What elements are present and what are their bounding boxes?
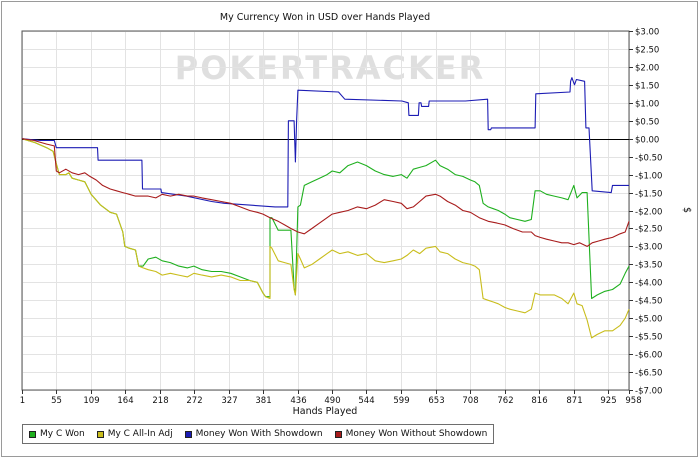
series-lines [21,77,630,339]
y-tick-label: -$4.00 [635,279,662,289]
x-tick-label: 1 [20,396,25,406]
x-tick-label: 871 [566,396,582,406]
x-axis-label: Hands Played [293,406,358,417]
y-tick-label: $2.50 [635,46,659,56]
plot-area [21,30,630,391]
series-line-3 [21,138,630,247]
y-tick-label: $0.50 [635,118,659,128]
y-tick-label: -$2.50 [635,225,662,235]
x-tick-label: 490 [324,396,340,406]
x-tick-label: 327 [221,396,237,406]
x-tick-label: 653 [428,396,444,406]
legend-item-0: My C Won [29,429,85,439]
series-line-2 [21,77,629,208]
x-tick-label: 599 [393,396,409,406]
y-tick-label: -$5.00 [635,315,662,325]
y-tick-label: -$6.00 [635,351,662,361]
y-axis-ticks: $3.00 $2.50 $2.00 $1.50 $1.00 $0.50 $0.00 -$0.5… [629,28,662,397]
y-tick-label: -$3.00 [635,243,662,253]
chart-title: My Currency Won in USD over Hands Played [220,12,430,23]
y-tick-label: $1.50 [635,82,659,92]
legend: My C Won My C All-In Adj Money Won With Sh… [22,424,495,444]
x-tick-label: 958 [625,396,641,406]
legend-item-3: Money Won Without Showdown [334,429,488,439]
x-tick-label: 272 [186,396,202,406]
y-tick-label: $2.00 [635,64,659,74]
x-tick-label: 816 [531,396,547,406]
legend-swatch [29,430,36,438]
legend-item-2: Money Won With Showdown [184,429,323,439]
y-tick-label: -$3.50 [635,261,662,271]
legend-label: Money Won Without Showdown [345,429,488,439]
legend-swatch [96,430,104,438]
legend-item-1: My C All-In Adj [96,429,173,439]
y-tick-label: -$7.00 [635,387,662,397]
y-tick-label: -$1.00 [635,172,662,182]
y-tick-label: -$0.50 [635,154,662,164]
legend-swatch [334,430,342,438]
y-tick-label: $0.00 [635,136,659,146]
x-tick-label: 925 [600,396,616,406]
series-line-1 [21,138,630,339]
x-tick-label: 164 [117,396,133,406]
x-tick-label: 544 [358,396,374,406]
x-tick-label: 55 [51,396,62,406]
legend-swatch [184,430,192,438]
x-tick-label: 218 [152,396,168,406]
y-tick-label: -$6.50 [635,369,662,379]
y-axis-label: $ [681,207,692,213]
legend-label: My C Won [40,429,85,439]
x-tick-label: 762 [497,396,513,406]
x-tick-label: 109 [83,396,99,406]
x-axis-ticks: 1 55 109 164 218 272 327 381 436 490 544 599 653 708 7… [20,390,642,406]
legend-label: My C All-In Adj [107,429,173,439]
y-tick-label: $3.00 [635,28,659,38]
x-tick-label: 708 [462,396,478,406]
y-tick-label: -$1.50 [635,190,662,200]
y-tick-label: -$4.50 [635,297,662,307]
x-tick-label: 436 [290,396,306,406]
y-tick-label: $1.00 [635,100,659,110]
y-tick-label: -$5.50 [635,333,662,343]
y-tick-label: -$2.00 [635,208,662,218]
x-tick-label: 381 [255,396,271,406]
legend-label: Money Won With Showdown [195,429,323,439]
